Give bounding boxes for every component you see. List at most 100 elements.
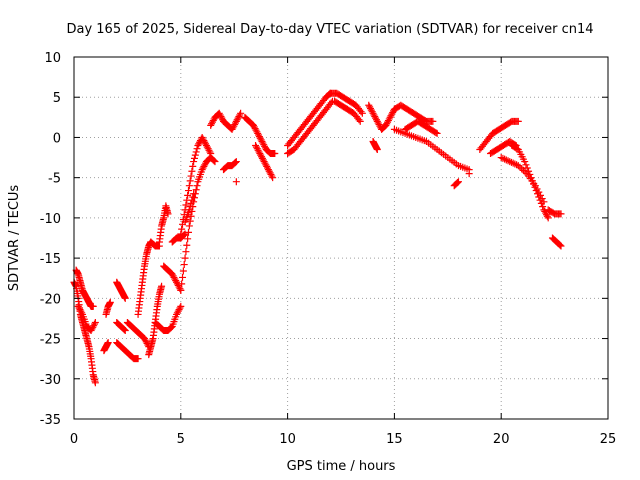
data-point — [184, 187, 192, 195]
data-point — [537, 191, 545, 199]
data-point — [260, 158, 268, 166]
data-point — [168, 270, 176, 278]
data-point — [208, 118, 216, 126]
data-point — [189, 193, 197, 201]
data-point — [257, 151, 265, 159]
data-point — [384, 117, 392, 125]
data-point — [172, 277, 180, 285]
data-point — [200, 137, 208, 145]
data-point — [556, 241, 564, 249]
data-point — [535, 188, 543, 196]
data-point — [499, 154, 507, 162]
data-point — [262, 161, 270, 169]
data-point — [251, 125, 259, 133]
data-point — [180, 231, 188, 239]
data-point — [195, 140, 203, 148]
data-point — [254, 129, 262, 137]
plot-frame — [73, 56, 609, 420]
data-points — [70, 89, 565, 387]
data-point — [185, 182, 193, 190]
data-point — [187, 212, 195, 220]
data-point — [358, 109, 366, 117]
data-point — [193, 182, 201, 190]
data-point — [173, 278, 181, 286]
data-point — [87, 327, 95, 335]
data-point — [356, 117, 364, 125]
data-point — [373, 117, 381, 125]
data-point — [177, 286, 185, 294]
series-arc-13 — [155, 202, 172, 246]
series-arc-5 — [100, 339, 112, 355]
data-point — [357, 108, 365, 116]
data-point — [183, 241, 191, 249]
data-point — [202, 141, 210, 149]
series-arc-6 — [113, 278, 129, 302]
data-point — [106, 298, 114, 306]
data-point — [182, 201, 190, 209]
data-point — [432, 129, 440, 137]
data-point — [557, 210, 565, 218]
data-point — [268, 172, 276, 180]
data-point — [188, 196, 196, 204]
y-tick-label: -5 — [48, 172, 61, 187]
series-arc-36 — [465, 170, 473, 178]
data-point — [75, 304, 83, 312]
data-point — [511, 160, 519, 168]
data-point — [174, 281, 182, 289]
data-point — [235, 113, 243, 121]
data-point — [186, 217, 194, 225]
data-point — [216, 111, 224, 119]
data-point — [204, 145, 212, 153]
data-point — [201, 161, 209, 169]
data-point — [228, 125, 236, 133]
data-point — [522, 161, 530, 169]
data-point — [121, 294, 129, 302]
data-point — [198, 133, 206, 141]
data-point — [259, 156, 267, 164]
data-point — [176, 285, 184, 293]
data-point — [540, 198, 548, 206]
data-point — [256, 150, 264, 158]
data-point — [88, 325, 96, 333]
data-point — [256, 134, 264, 142]
series-arc-32 — [390, 101, 437, 125]
data-point — [186, 177, 194, 185]
series-arc-22 — [220, 158, 240, 174]
data-point — [167, 324, 175, 332]
data-point — [539, 203, 547, 211]
y-tick-label: 10 — [44, 51, 61, 66]
data-point — [199, 164, 207, 172]
y-tick-label: 5 — [53, 91, 61, 106]
data-point — [202, 140, 210, 148]
data-point — [179, 273, 187, 281]
data-point — [264, 164, 272, 172]
data-point — [366, 103, 374, 111]
y-tick-label: -25 — [40, 333, 61, 348]
data-point — [257, 136, 265, 144]
series-arc-10 — [134, 238, 155, 318]
data-point — [232, 117, 240, 125]
series-arc-17 — [177, 133, 215, 238]
data-point — [231, 121, 239, 129]
data-point — [255, 148, 263, 156]
data-point — [91, 318, 99, 326]
data-point — [250, 123, 258, 131]
data-point — [209, 156, 217, 164]
data-point — [237, 109, 245, 117]
data-point — [141, 336, 149, 344]
data-point — [208, 120, 216, 128]
data-point — [180, 261, 188, 269]
data-point — [187, 172, 195, 180]
series-arc-33 — [401, 117, 441, 137]
data-point — [325, 91, 333, 99]
x-axis-label: GPS time / hours — [287, 459, 396, 474]
data-point — [433, 129, 441, 137]
data-point — [229, 124, 237, 132]
data-point — [201, 138, 209, 146]
data-point — [386, 113, 394, 121]
data-point — [544, 214, 552, 222]
data-point — [175, 306, 183, 314]
data-point — [190, 154, 198, 162]
y-tick-label: -10 — [40, 212, 61, 227]
